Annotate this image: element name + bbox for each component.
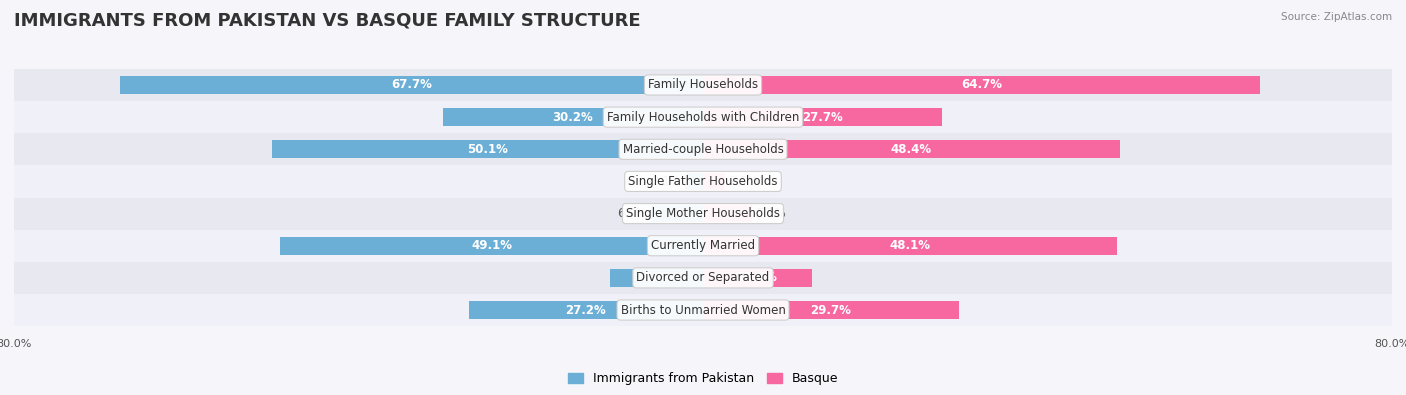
Text: Married-couple Households: Married-couple Households	[623, 143, 783, 156]
Bar	[610, 269, 703, 287]
Bar	[14, 262, 1392, 294]
Bar	[271, 141, 703, 158]
Bar	[14, 294, 1392, 326]
Bar	[14, 133, 1392, 166]
Bar	[651, 205, 703, 222]
Bar	[120, 76, 703, 94]
Bar	[468, 301, 703, 319]
Text: 2.5%: 2.5%	[728, 175, 759, 188]
Bar	[443, 108, 703, 126]
Bar	[14, 101, 1392, 133]
Text: 48.1%: 48.1%	[890, 239, 931, 252]
Text: 48.4%: 48.4%	[891, 143, 932, 156]
Text: 64.7%: 64.7%	[962, 79, 1002, 92]
Bar	[14, 229, 1392, 262]
Bar	[703, 108, 942, 126]
Bar	[685, 173, 703, 190]
Text: Births to Unmarried Women: Births to Unmarried Women	[620, 303, 786, 316]
Bar	[703, 237, 1118, 254]
Bar	[280, 237, 703, 254]
Text: 50.1%: 50.1%	[467, 143, 508, 156]
Text: 27.2%: 27.2%	[565, 303, 606, 316]
Text: 30.2%: 30.2%	[553, 111, 593, 124]
Text: 10.8%: 10.8%	[636, 271, 676, 284]
Text: Divorced or Separated: Divorced or Separated	[637, 271, 769, 284]
Text: 27.7%: 27.7%	[801, 111, 842, 124]
Text: 49.1%: 49.1%	[471, 239, 512, 252]
Bar	[703, 301, 959, 319]
Text: Family Households: Family Households	[648, 79, 758, 92]
Text: 5.7%: 5.7%	[756, 207, 786, 220]
Text: IMMIGRANTS FROM PAKISTAN VS BASQUE FAMILY STRUCTURE: IMMIGRANTS FROM PAKISTAN VS BASQUE FAMIL…	[14, 12, 641, 30]
Bar	[703, 269, 811, 287]
Text: Family Households with Children: Family Households with Children	[607, 111, 799, 124]
Bar	[703, 173, 724, 190]
Bar	[703, 205, 752, 222]
Bar	[14, 198, 1392, 229]
Text: Single Mother Households: Single Mother Households	[626, 207, 780, 220]
Text: 2.1%: 2.1%	[651, 175, 681, 188]
Text: Single Father Households: Single Father Households	[628, 175, 778, 188]
Bar	[703, 76, 1260, 94]
Text: Currently Married: Currently Married	[651, 239, 755, 252]
Text: 12.6%: 12.6%	[737, 271, 778, 284]
Text: 6.0%: 6.0%	[617, 207, 647, 220]
Bar	[14, 69, 1392, 101]
Legend: Immigrants from Pakistan, Basque: Immigrants from Pakistan, Basque	[562, 367, 844, 390]
Text: 67.7%: 67.7%	[391, 79, 432, 92]
Text: Source: ZipAtlas.com: Source: ZipAtlas.com	[1281, 12, 1392, 22]
Text: 29.7%: 29.7%	[810, 303, 851, 316]
Bar	[14, 166, 1392, 198]
Bar	[703, 141, 1119, 158]
